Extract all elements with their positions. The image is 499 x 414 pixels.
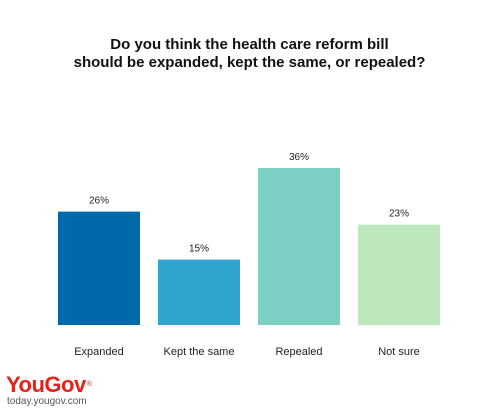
site-url: today.yougov.com bbox=[7, 396, 87, 407]
category-label: Expanded bbox=[74, 346, 124, 358]
brand-footer: YouGov® today.yougov.com bbox=[6, 372, 92, 408]
category-label: Repealed bbox=[275, 346, 322, 358]
yougov-logo-text: YouGov bbox=[6, 372, 86, 397]
category-label: Not sure bbox=[378, 346, 420, 358]
yougov-logo: YouGov® bbox=[6, 372, 92, 397]
category-label: Kept the same bbox=[164, 346, 235, 358]
registered-mark: ® bbox=[86, 381, 92, 388]
chart-title-line-1: Do you think the health care reform bill bbox=[110, 36, 389, 53]
data-label: 15% bbox=[189, 244, 209, 255]
data-label: 23% bbox=[389, 209, 409, 220]
chart-title: Do you think the health care reform bill… bbox=[0, 36, 499, 72]
data-label: 36% bbox=[289, 152, 309, 163]
chart-title-line-2: should be expanded, kept the same, or re… bbox=[73, 54, 426, 71]
bar-not-sure bbox=[358, 224, 440, 325]
bar-expanded bbox=[58, 211, 140, 325]
data-label: 26% bbox=[89, 196, 109, 207]
bar-repealed bbox=[258, 168, 340, 325]
bar-kept-the-same bbox=[158, 259, 240, 325]
